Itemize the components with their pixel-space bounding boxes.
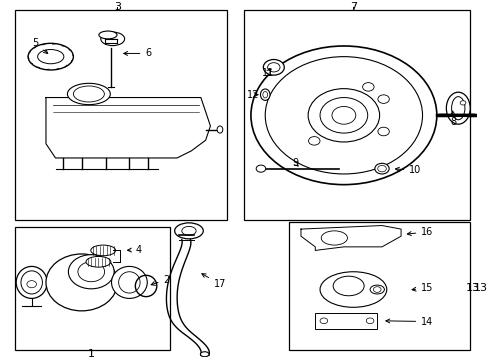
Text: 16: 16 <box>407 227 432 237</box>
Circle shape <box>319 318 327 324</box>
Text: 9: 9 <box>292 158 298 168</box>
Ellipse shape <box>332 276 364 296</box>
Circle shape <box>307 89 379 142</box>
Ellipse shape <box>21 271 42 294</box>
Circle shape <box>264 57 422 174</box>
Text: 17: 17 <box>202 274 225 289</box>
Circle shape <box>27 281 37 288</box>
Ellipse shape <box>16 266 47 298</box>
Text: 7: 7 <box>349 2 356 12</box>
Ellipse shape <box>91 245 115 256</box>
Text: 1: 1 <box>87 348 95 359</box>
Bar <box>244 10 469 220</box>
Circle shape <box>366 318 373 324</box>
Ellipse shape <box>67 83 110 105</box>
Text: 13: 13 <box>472 283 487 293</box>
Circle shape <box>459 101 465 105</box>
Text: 5: 5 <box>32 39 48 54</box>
Ellipse shape <box>451 96 464 120</box>
Ellipse shape <box>99 31 117 39</box>
Ellipse shape <box>38 50 64 64</box>
Bar <box>15 227 169 350</box>
Circle shape <box>377 95 388 103</box>
Text: 4: 4 <box>127 245 142 255</box>
Text: 3: 3 <box>114 2 121 12</box>
Text: 14: 14 <box>385 316 432 327</box>
Ellipse shape <box>46 254 117 311</box>
Text: 12: 12 <box>246 90 259 100</box>
Ellipse shape <box>217 126 223 133</box>
Ellipse shape <box>369 285 384 294</box>
Circle shape <box>250 46 436 185</box>
Ellipse shape <box>446 92 469 124</box>
Ellipse shape <box>319 272 386 307</box>
Text: 13: 13 <box>465 283 479 293</box>
Ellipse shape <box>101 32 124 46</box>
Circle shape <box>267 63 280 72</box>
Ellipse shape <box>200 352 208 357</box>
Circle shape <box>331 107 355 124</box>
Circle shape <box>377 166 386 172</box>
Circle shape <box>374 163 388 174</box>
Text: 11: 11 <box>261 68 273 78</box>
Circle shape <box>362 83 373 91</box>
Ellipse shape <box>111 266 147 298</box>
Ellipse shape <box>263 91 267 98</box>
Ellipse shape <box>182 226 196 235</box>
Circle shape <box>68 255 114 289</box>
Text: 2: 2 <box>151 275 169 285</box>
Circle shape <box>263 59 284 75</box>
Ellipse shape <box>28 43 73 70</box>
Circle shape <box>308 136 319 145</box>
Text: 10: 10 <box>395 165 421 175</box>
Text: 8: 8 <box>449 111 456 127</box>
Circle shape <box>78 262 104 282</box>
Text: 6: 6 <box>123 49 151 58</box>
Circle shape <box>256 165 265 172</box>
Polygon shape <box>300 225 400 251</box>
Ellipse shape <box>174 223 203 239</box>
Bar <box>315 312 376 329</box>
Circle shape <box>373 287 380 292</box>
Circle shape <box>377 127 388 136</box>
Ellipse shape <box>73 86 104 102</box>
Bar <box>288 222 469 350</box>
Bar <box>15 10 226 220</box>
Text: 15: 15 <box>411 283 432 293</box>
Ellipse shape <box>86 256 111 267</box>
Polygon shape <box>46 98 210 158</box>
Ellipse shape <box>260 89 269 100</box>
Ellipse shape <box>321 231 347 245</box>
Circle shape <box>319 98 367 133</box>
Ellipse shape <box>119 272 140 293</box>
